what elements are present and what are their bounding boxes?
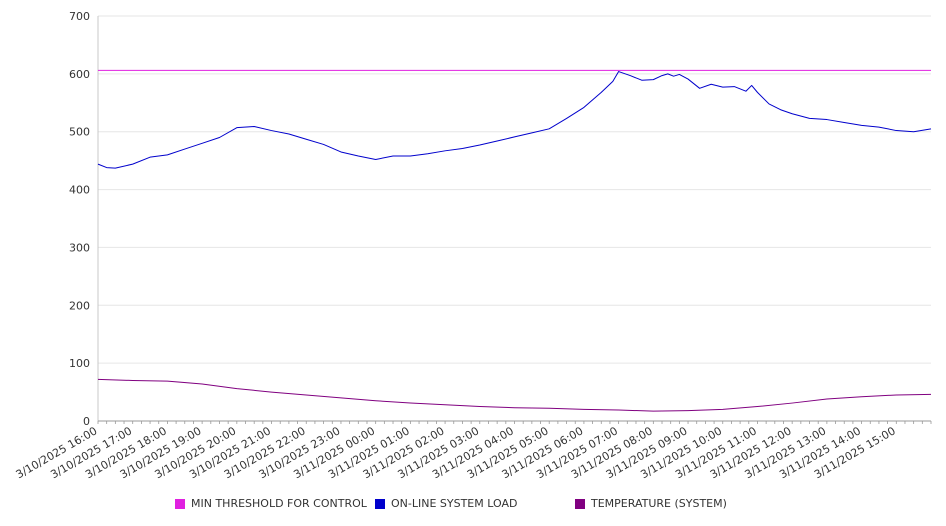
y-tick-label: 0 xyxy=(83,415,90,428)
legend-label-min-threshold: MIN THRESHOLD FOR CONTROL xyxy=(191,497,367,510)
y-tick-label: 700 xyxy=(69,10,90,23)
y-tick-label: 300 xyxy=(69,241,90,254)
y-tick-label: 400 xyxy=(69,184,90,197)
legend-swatch-system-load xyxy=(375,498,385,509)
series-lines xyxy=(97,69,932,412)
legend-item-min-threshold: MIN THRESHOLD FOR CONTROL xyxy=(175,497,367,510)
legend-item-temperature: TEMPERATURE (SYSTEM) xyxy=(575,497,727,510)
legend-label-temperature: TEMPERATURE (SYSTEM) xyxy=(591,497,727,510)
legend-label-system-load: ON-LINE SYSTEM LOAD xyxy=(391,497,518,510)
series-line-temperature xyxy=(97,378,932,412)
legend: MIN THRESHOLD FOR CONTROL ON-LINE SYSTEM… xyxy=(0,497,946,515)
y-tick-label: 100 xyxy=(69,357,90,370)
y-tick-label: 500 xyxy=(69,126,90,139)
y-tick-label: 600 xyxy=(69,68,90,81)
legend-swatch-temperature xyxy=(575,498,585,509)
series-line-system-load xyxy=(97,71,932,169)
y-tick-labels: 0 100 200 300 400 500 600 700 xyxy=(69,10,90,428)
x-tick-labels: 3/10/2025 16:003/10/2025 17:003/10/2025 … xyxy=(14,424,898,481)
gridlines xyxy=(98,15,931,364)
legend-item-system-load: ON-LINE SYSTEM LOAD xyxy=(375,497,517,510)
axes xyxy=(97,16,932,424)
y-tick-label: 200 xyxy=(69,299,90,312)
legend-swatch-min-threshold xyxy=(175,498,185,509)
